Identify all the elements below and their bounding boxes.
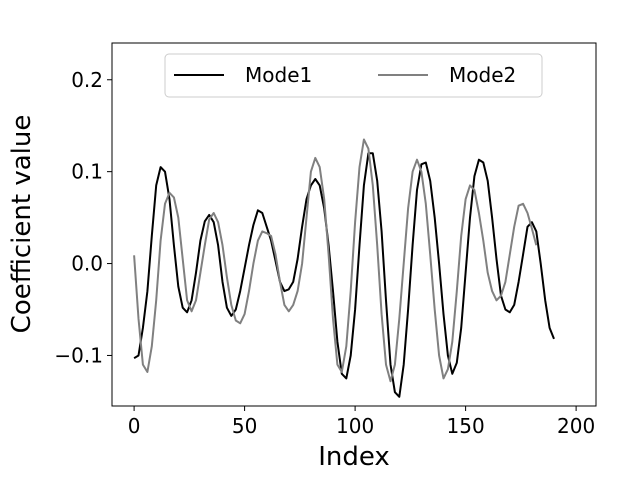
series-line-mode2 (133, 138, 538, 383)
y-tick-label: 0.2 (71, 68, 103, 92)
y-tick-label: 0.1 (71, 160, 103, 184)
series-layer (133, 138, 555, 398)
y-tick-label: 0.0 (71, 252, 103, 276)
legend: Mode1 Mode2 (164, 53, 543, 98)
x-tick-label: 150 (447, 414, 485, 438)
y-axis-label: Coefficient value (7, 115, 37, 334)
x-tick-label: 100 (336, 414, 374, 438)
x-tick-label: 0 (128, 414, 141, 438)
series-line-mode1 (133, 152, 555, 398)
legend-label-mode1: Mode1 (245, 63, 312, 87)
x-tick-label: 200 (557, 414, 595, 438)
legend-label-mode2: Mode2 (449, 63, 516, 87)
y-tick-label: −0.1 (54, 343, 103, 367)
x-tick-label: 50 (232, 414, 257, 438)
x-axis-ticks: 0 50 100 150 200 (128, 406, 595, 438)
x-axis-label: Index (318, 442, 390, 472)
y-axis-ticks: −0.1 0.0 0.1 0.2 (54, 68, 112, 367)
legend-frame (164, 53, 543, 98)
